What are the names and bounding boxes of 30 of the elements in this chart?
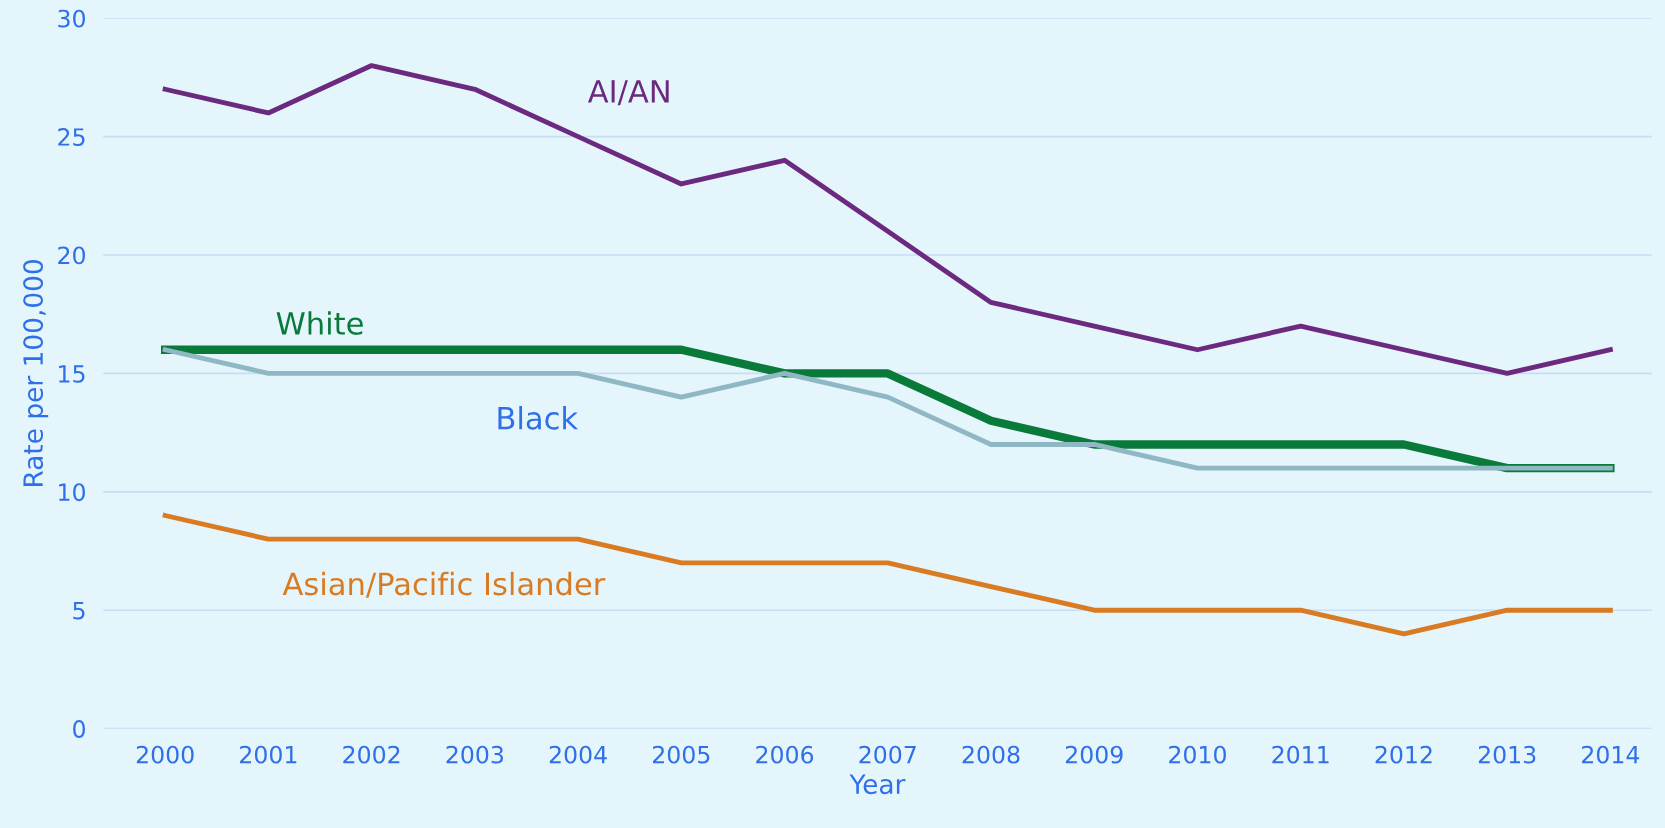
y-tick-label: 0 [73,720,85,738]
x-tick-label: 2002 [343,745,400,764]
line-series [162,513,1613,637]
x-tick-label: 2005 [653,745,710,764]
line-series [162,63,1613,376]
x-tick-label: 2012 [1375,745,1432,764]
x-tick-label: 2008 [962,745,1020,764]
x-tick-label: 2009 [1065,745,1123,764]
x-tick-label: 2004 [549,745,607,764]
x-tick-label: 2003 [446,745,504,764]
x-tick-label: 2011 [1272,745,1329,764]
series-label: Black [498,406,579,430]
x-tick-label: 2014 [1582,745,1640,764]
y-axis-title: Rate per 100,000 [23,260,49,486]
series-label: AI/AN [587,80,669,106]
x-tick-label: 2013 [1478,745,1536,764]
x-tick-label: 2000 [136,745,194,764]
y-tick-label: 30 [58,9,85,28]
x-tick-label: 2007 [859,745,916,764]
x-axis-title: Year [849,774,906,795]
x-tick-label: 2010 [1169,745,1226,764]
series-label: Asian/Pacific Islander [282,571,606,598]
x-tick-label: 2006 [756,745,814,764]
x-tick-label: 2001 [240,745,297,764]
y-tick-label: 15 [59,365,85,383]
series-label: White [276,311,363,335]
y-tick-label: 25 [58,128,85,146]
y-tick-label: 10 [59,483,85,502]
y-tick-label: 20 [58,246,85,265]
y-tick-label: 5 [73,601,85,620]
